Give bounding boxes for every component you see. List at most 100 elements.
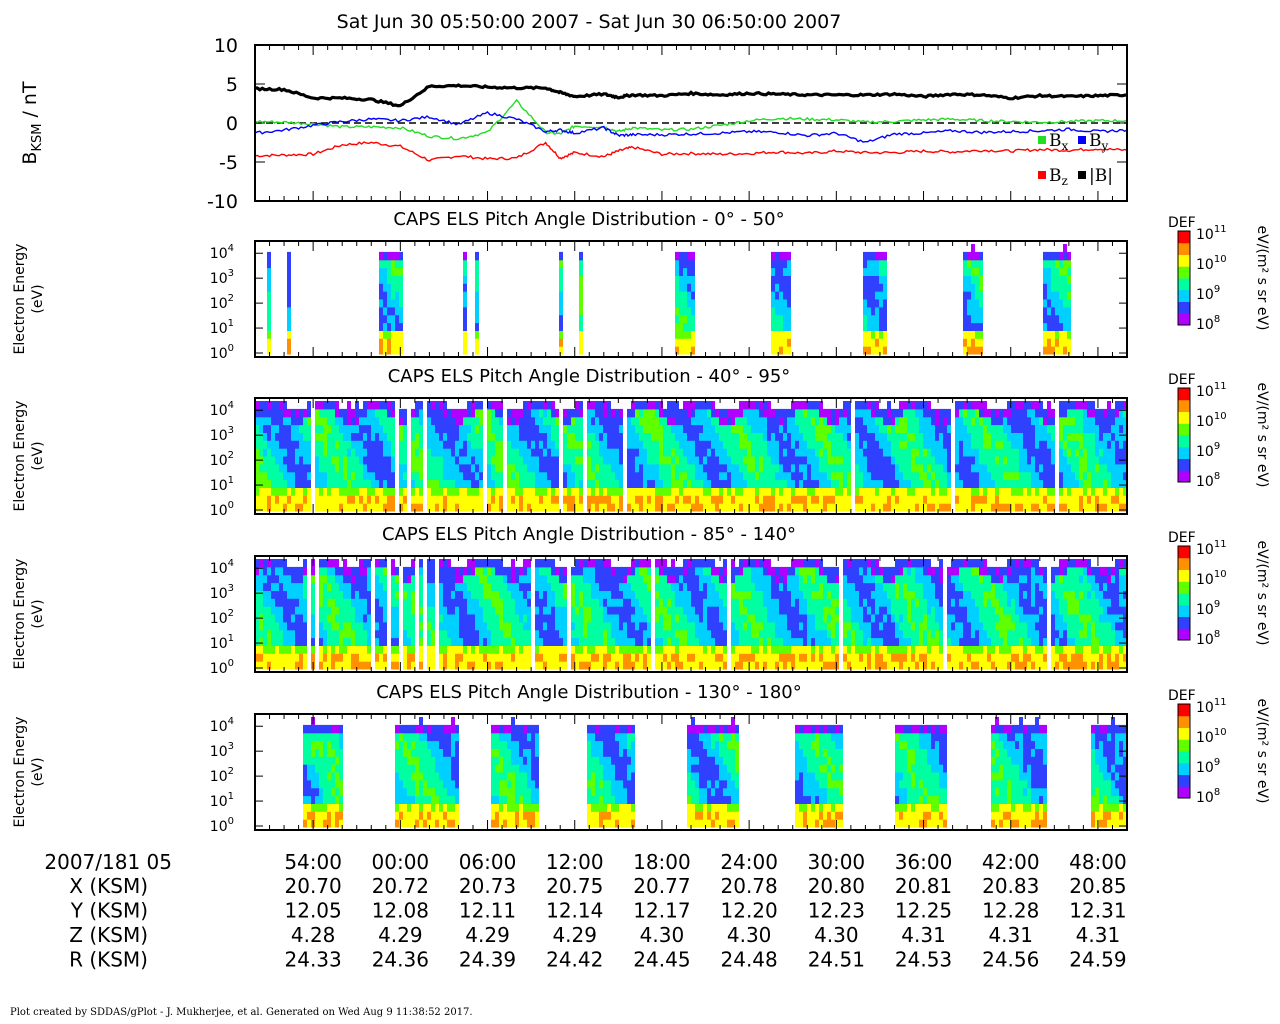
spectrogram-cell bbox=[619, 432, 623, 441]
spectrogram-cell bbox=[703, 566, 707, 576]
spectrogram-cell bbox=[1111, 408, 1115, 418]
spectrogram-cell bbox=[515, 645, 519, 654]
spectrogram-cell bbox=[303, 645, 307, 654]
spectrogram-cell bbox=[795, 479, 799, 488]
colorbar-tick-label: 1011 bbox=[1196, 381, 1227, 400]
spectrogram-cell bbox=[567, 503, 571, 512]
spectrogram-cell bbox=[567, 408, 571, 418]
spectrogram-cell bbox=[987, 440, 991, 449]
spectrogram-cell bbox=[351, 574, 355, 584]
spectrogram-cell bbox=[719, 487, 723, 496]
spectrogram-cell bbox=[875, 251, 879, 261]
spectrogram-cell bbox=[947, 471, 951, 481]
legend-label-bz: Bz bbox=[1049, 166, 1068, 188]
spectrogram-cell bbox=[651, 448, 655, 457]
spectrogram-cell bbox=[723, 424, 727, 433]
spectrogram-cell bbox=[335, 614, 339, 623]
spectrogram-cell bbox=[535, 637, 539, 646]
spectrogram-cell bbox=[623, 614, 627, 623]
spectrogram-cell bbox=[463, 456, 467, 465]
spectrogram-cell bbox=[1035, 401, 1039, 410]
spectrogram-cell bbox=[959, 408, 963, 418]
spectrogram-cell bbox=[455, 408, 459, 418]
spectrogram-cell bbox=[391, 416, 395, 426]
spectrogram-cell bbox=[1103, 456, 1107, 465]
spectrogram-cell bbox=[1023, 408, 1027, 418]
spectrogram-cell bbox=[507, 653, 511, 662]
spectrogram-cell bbox=[359, 408, 363, 418]
spectrogram-cell bbox=[267, 314, 271, 324]
spectrogram-cell bbox=[591, 432, 595, 441]
spectrogram-cell bbox=[867, 291, 871, 300]
spectrogram-cell bbox=[791, 487, 795, 496]
spectrogram-cell bbox=[1051, 471, 1055, 481]
spectrogram-cell bbox=[331, 471, 335, 481]
spectrogram-cell bbox=[871, 487, 875, 496]
spectrogram-cell bbox=[323, 566, 327, 576]
spectrogram-cell bbox=[979, 267, 983, 276]
spectrogram-cell bbox=[487, 408, 491, 418]
spectrogram-cell bbox=[355, 487, 359, 496]
spectrogram-cell bbox=[523, 637, 527, 646]
spectrogram-cell bbox=[547, 629, 551, 639]
spectrogram-cell bbox=[615, 503, 619, 512]
spectrogram-cell bbox=[379, 661, 383, 670]
spectrogram-cell bbox=[1091, 456, 1095, 465]
spectrogram-cell bbox=[651, 408, 655, 418]
spectrogram-cell bbox=[751, 574, 755, 584]
spectrogram-cell bbox=[847, 471, 851, 481]
spectrogram-cell bbox=[835, 408, 839, 418]
spectrogram-cell bbox=[711, 590, 715, 599]
spectrogram-cell bbox=[487, 471, 491, 481]
spectrogram-cell bbox=[279, 582, 283, 591]
spectrogram-cell bbox=[495, 408, 499, 418]
spectrogram-cell bbox=[523, 495, 527, 504]
spectrogram-cell bbox=[691, 629, 695, 639]
spectrogram-cell bbox=[707, 566, 711, 576]
spectrogram-cell bbox=[687, 590, 691, 599]
spectrogram-cell bbox=[307, 487, 311, 496]
spectrogram-cell bbox=[399, 267, 403, 276]
spectrogram-cell bbox=[691, 416, 695, 426]
spectrogram-panels: CAPS ELS Pitch Angle Distribution - 0° -… bbox=[12, 209, 1270, 835]
spectrogram-cell bbox=[771, 314, 775, 324]
colorbar-segment bbox=[1178, 242, 1190, 255]
spectrogram-cell bbox=[819, 456, 823, 465]
spectrogram-cell bbox=[339, 448, 343, 457]
spectrogram-cell bbox=[351, 416, 355, 426]
spectrogram-cell bbox=[599, 456, 603, 465]
spectrogram-cell bbox=[307, 471, 311, 481]
spectrogram-cell bbox=[1067, 267, 1071, 276]
spectrogram-cell bbox=[527, 424, 531, 433]
spectrogram-cell bbox=[1107, 463, 1111, 473]
spectrogram-cell bbox=[863, 487, 867, 496]
spectrogram-cell bbox=[319, 456, 323, 465]
spectrogram-cell bbox=[823, 471, 827, 481]
spectrogram-cell bbox=[847, 416, 851, 426]
spectrogram-cell bbox=[475, 637, 479, 646]
spectrogram-cell bbox=[463, 259, 467, 269]
spectrogram-cell bbox=[431, 463, 435, 473]
spectrogram-cell bbox=[779, 479, 783, 488]
spectrogram-cell bbox=[523, 408, 527, 418]
spectrogram-cell bbox=[291, 621, 295, 631]
spectrogram-cell bbox=[787, 495, 791, 504]
spectrogram-cell bbox=[539, 440, 543, 449]
spectrogram-cell bbox=[875, 267, 879, 276]
spectrogram-cell bbox=[995, 416, 999, 426]
colorbar-segment bbox=[1178, 289, 1190, 302]
spectrogram-cell bbox=[867, 330, 871, 339]
spectrogram-cell bbox=[375, 463, 379, 473]
spectrogram-cell bbox=[735, 471, 739, 481]
spectrogram-cell bbox=[987, 463, 991, 473]
spectrogram-cell bbox=[643, 614, 647, 623]
spectrogram-cell bbox=[935, 456, 939, 465]
spectrogram-cell bbox=[563, 582, 567, 591]
spectrogram-cell bbox=[463, 614, 467, 623]
spectrogram-cell bbox=[347, 401, 351, 410]
spectrogram-cell bbox=[459, 661, 463, 670]
spectrogram-cell bbox=[335, 416, 339, 426]
spectrogram-cell bbox=[447, 637, 451, 646]
spectrogram-cell bbox=[403, 598, 407, 607]
spectrogram-cell bbox=[451, 629, 455, 639]
